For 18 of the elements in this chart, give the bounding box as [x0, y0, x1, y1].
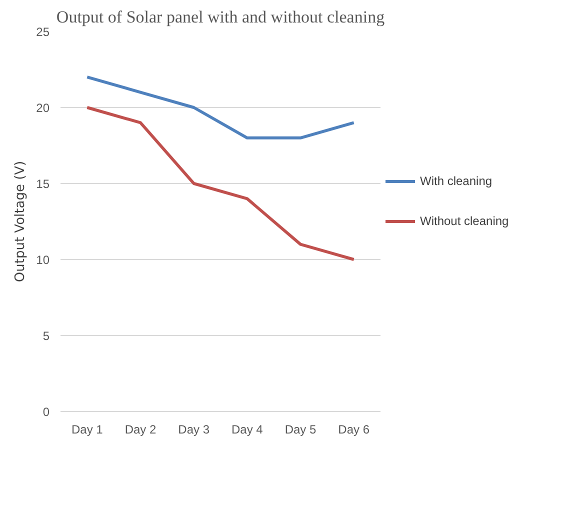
y-tick-label: 20 [36, 101, 50, 115]
y-tick-label: 10 [36, 253, 50, 267]
x-tick-label: Day 4 [231, 422, 264, 436]
y-tick-label: 25 [36, 25, 50, 39]
x-tick-label: Day 3 [178, 422, 210, 436]
line-series [86, 106, 356, 261]
x-tick-label: Day 5 [284, 422, 316, 436]
y-tick-label: 15 [36, 177, 50, 191]
legend-label: Without cleaning [420, 214, 509, 228]
y-tick-label: 5 [42, 329, 50, 343]
line-series [86, 76, 356, 140]
y-tick-label: 0 [42, 405, 50, 419]
chart-title: Output of Solar panel with and without cleaning [56, 8, 386, 26]
x-tick-label: Day 1 [71, 422, 104, 436]
y-axis-title: Output Voltage (V) [13, 160, 28, 282]
x-tick-label: Day 6 [338, 422, 370, 436]
legend-label: With cleaning [420, 174, 492, 188]
x-tick-label: Day 2 [124, 422, 156, 436]
